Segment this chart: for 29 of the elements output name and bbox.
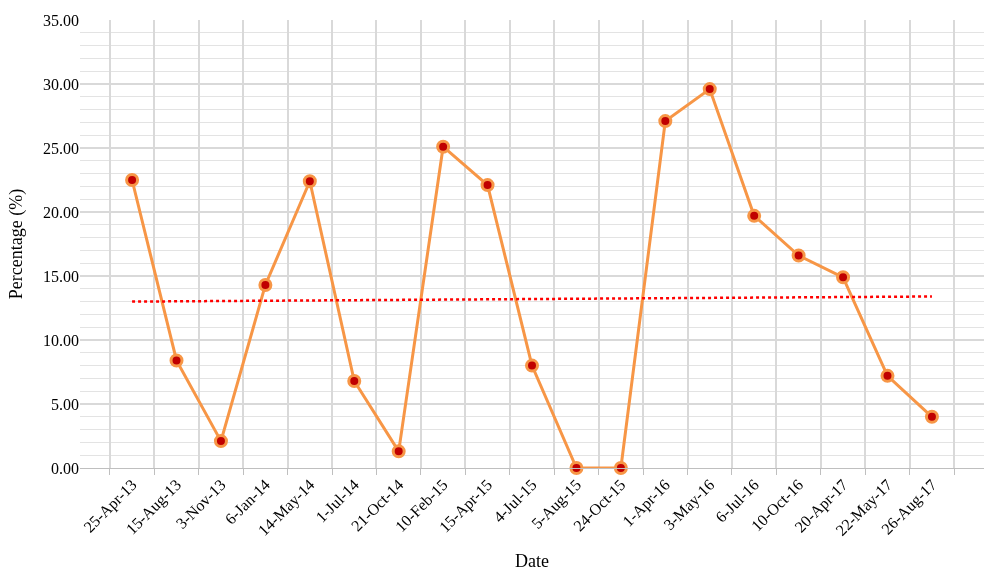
point — [702, 82, 717, 97]
point — [125, 173, 140, 187]
y-tick-label: 0.00 — [51, 459, 79, 477]
y-tick-label: 20.00 — [43, 203, 79, 221]
y-axis-title: Percentage (%) — [6, 188, 28, 300]
point — [480, 178, 495, 193]
point — [258, 277, 273, 292]
y-tick-label: 5.00 — [51, 395, 79, 413]
point — [569, 461, 584, 475]
point — [880, 368, 895, 383]
point — [525, 358, 539, 373]
point — [347, 373, 362, 388]
point — [791, 248, 806, 263]
y-tick-label: 15.00 — [43, 267, 79, 285]
y-tick-label: 25.00 — [43, 139, 79, 157]
y-tick-label: 35.00 — [43, 11, 79, 29]
point — [747, 208, 762, 223]
x-axis-title: Date — [515, 550, 549, 571]
point — [613, 461, 628, 475]
point — [391, 444, 406, 459]
point — [836, 270, 851, 285]
point — [924, 409, 939, 424]
y-tick-label: 30.00 — [43, 75, 79, 93]
point — [436, 139, 451, 154]
point — [213, 434, 228, 449]
point — [169, 353, 184, 368]
y-tick-label: 10.00 — [43, 331, 79, 349]
point — [302, 174, 317, 189]
point — [658, 114, 673, 129]
